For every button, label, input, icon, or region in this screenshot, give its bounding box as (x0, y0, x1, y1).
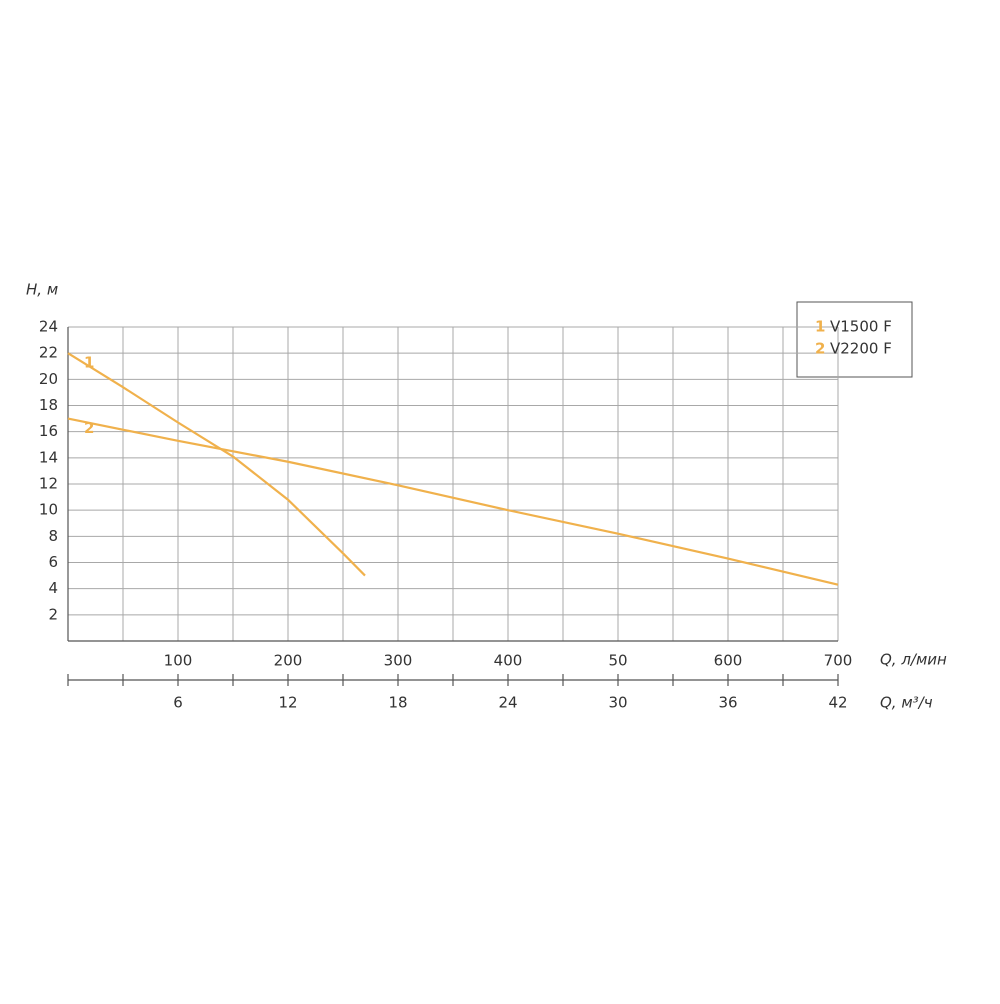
legend-label: V2200 F (830, 340, 892, 358)
legend-label: V1500 F (830, 318, 892, 336)
x2-tick-label: 6 (173, 694, 183, 712)
x-tick-label: 50 (608, 652, 627, 670)
series-line (67, 352, 366, 577)
x-tick-label: 200 (274, 652, 303, 670)
y-tick-label: 20 (39, 370, 58, 388)
x-tick-label: 700 (824, 652, 853, 670)
legend-number: 2 (815, 340, 825, 358)
y-tick-label: 22 (39, 344, 58, 362)
x2-axis-label: Q, м³/ч (880, 694, 933, 712)
y-axis-label: H, м (26, 281, 58, 299)
x2-tick-label: 18 (388, 694, 407, 712)
series-number: 1 (84, 354, 94, 372)
legend-box (796, 301, 913, 378)
x-tick-label: 400 (494, 652, 523, 670)
x-axis-label: Q, л/мин (880, 651, 947, 669)
y-tick-label: 12 (39, 475, 58, 493)
series-line (67, 417, 839, 586)
legend-number: 1 (815, 318, 825, 336)
x2-tick-label: 24 (498, 694, 517, 712)
y-tick-label: 24 (39, 318, 58, 336)
y-tick-label: 4 (48, 579, 58, 597)
x2-tick-label: 36 (718, 694, 737, 712)
x-tick-label: 100 (164, 652, 193, 670)
y-tick-label: 6 (48, 553, 58, 571)
x-tick-label: 600 (714, 652, 743, 670)
x2-tick-label: 30 (608, 694, 627, 712)
y-tick-label: 10 (39, 501, 58, 519)
series-number: 2 (84, 419, 94, 437)
y-tick-label: 16 (39, 422, 58, 440)
y-tick-label: 14 (39, 448, 58, 466)
x-tick-label: 300 (384, 652, 413, 670)
x2-tick-label: 12 (278, 694, 297, 712)
x2-tick-label: 42 (828, 694, 847, 712)
y-tick-label: 18 (39, 396, 58, 414)
y-tick-label: 2 (48, 605, 58, 623)
y-tick-label: 8 (48, 527, 58, 545)
